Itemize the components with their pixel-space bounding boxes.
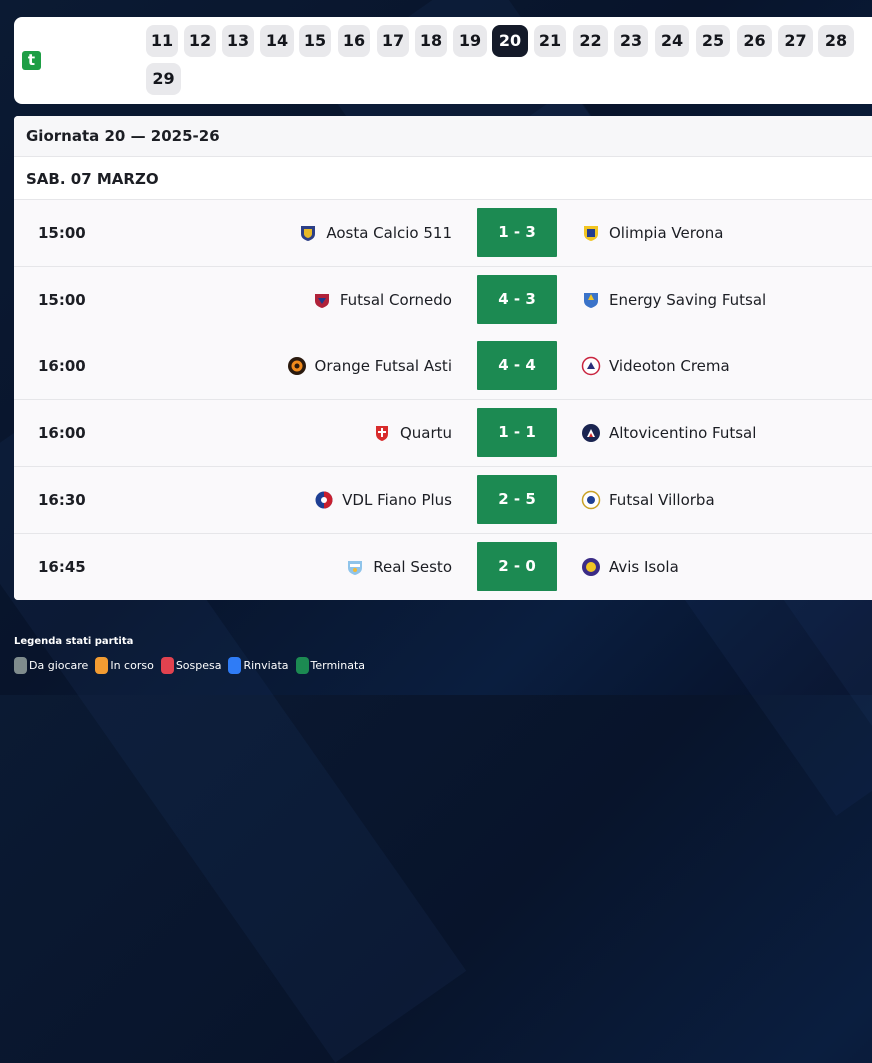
score-badge[interactable]: 2 - 0 (477, 541, 557, 591)
away-team-name: Energy Saving Futsal (609, 290, 767, 309)
match-time: 16:00 (38, 424, 86, 443)
home-team-name: VDL Fiano Plus (342, 490, 452, 509)
match-time: 16:45 (38, 557, 86, 576)
round-button-29[interactable]: 29 (146, 63, 181, 95)
legend-label: Rinviata (243, 659, 289, 672)
round-button-25[interactable]: 25 (696, 25, 730, 57)
score-badge[interactable]: 4 - 4 (477, 341, 557, 391)
status-color-icon (295, 657, 309, 674)
away-team-name: Altovicentino Futsal (609, 424, 757, 443)
home-team-name: Futsal Cornedo (339, 290, 452, 309)
match-row[interactable]: 15:00 Futsal Cornedo 4 - 3 Energy Saving Fu… (14, 266, 872, 334)
round-button-15[interactable]: 15 (299, 25, 331, 57)
legend-label: Da giocare (29, 659, 89, 672)
page-title: Giornata 20 — 2025-26 (14, 116, 872, 157)
away-team[interactable]: Energy Saving Futsal (581, 267, 766, 333)
home-team-crest-icon (312, 290, 332, 310)
away-team[interactable]: Avis Isola (581, 534, 679, 600)
away-team-name: Futsal Villorba (609, 490, 715, 509)
round-button-13[interactable]: 13 (222, 25, 254, 57)
round-button-27[interactable]: 27 (778, 25, 813, 57)
score-badge[interactable]: 1 - 1 (477, 408, 557, 458)
match-row[interactable]: 16:00 Quartu 1 - 1 Altovicentino Futsal (14, 400, 872, 468)
round-button-16[interactable]: 16 (338, 25, 370, 57)
away-team[interactable]: Videoton Crema (581, 333, 730, 399)
match-date: SAB. 07 MARZO (14, 158, 872, 200)
match-time: 15:00 (38, 224, 86, 242)
home-team-crest-icon (372, 423, 392, 443)
round-button-22[interactable]: 22 (573, 25, 608, 57)
legend-label: Sospesa (175, 659, 222, 672)
score-badge[interactable]: 4 - 3 (477, 274, 557, 324)
away-team-crest-icon (581, 290, 601, 310)
status-color-icon (95, 657, 109, 674)
legend-item: Terminata (295, 657, 365, 674)
match-time: 15:00 (38, 290, 86, 309)
away-team[interactable]: Futsal Villorba (581, 467, 715, 533)
home-team-crest-icon (287, 356, 307, 376)
home-team[interactable]: Quartu (372, 400, 452, 466)
legend-item: In corso (95, 657, 154, 674)
round-button-24[interactable]: 24 (655, 25, 689, 57)
score-badge[interactable]: 2 - 5 (477, 474, 557, 524)
status-color-icon (160, 657, 174, 674)
home-team-name: Quartu (399, 424, 452, 443)
round-button-11[interactable]: 11 (146, 25, 178, 57)
round-button-18[interactable]: 18 (415, 25, 447, 57)
away-team-crest-icon (581, 423, 601, 443)
away-team-name: Videoton Crema (609, 357, 730, 376)
away-team-crest-icon (581, 557, 601, 577)
match-time: 16:00 (38, 357, 86, 376)
legend-label: Terminata (310, 659, 365, 672)
round-button-14[interactable]: 14 (260, 25, 294, 57)
home-team-name: Real Sesto (373, 557, 452, 576)
round-button-28[interactable]: 28 (818, 25, 854, 57)
legend-item: Rinviata (228, 657, 289, 674)
brand-logo[interactable]: t (22, 51, 41, 70)
round-button-21[interactable]: 21 (534, 25, 566, 57)
round-button-12[interactable]: 12 (184, 25, 216, 57)
legend-label: In corso (110, 659, 154, 672)
home-team-crest-icon (345, 557, 365, 577)
match-time: 16:30 (38, 490, 86, 509)
status-legend: Da giocare In corso Sospesa Rinviata Termina… (14, 657, 365, 674)
legend-item: Sospesa (160, 657, 222, 674)
legend-title: Legenda stati partita (14, 636, 134, 647)
away-team-name: Olimpia Verona (609, 224, 724, 242)
match-row[interactable]: 16:00 Orange Futsal Asti 4 - 4 Videoton Cre… (14, 333, 872, 401)
status-color-icon (14, 657, 27, 674)
home-team-name: Orange Futsal Asti (314, 357, 452, 376)
matchday-panel: Giornata 20 — 2025-26 SAB. 07 MARZO 15:0… (14, 116, 872, 600)
round-button-23[interactable]: 23 (614, 25, 648, 57)
round-button-17[interactable]: 17 (377, 25, 409, 57)
away-team-name: Avis Isola (609, 557, 679, 576)
legend-item: Da giocare (14, 657, 88, 674)
home-team[interactable]: Orange Futsal Asti (287, 333, 452, 399)
away-team-crest-icon (581, 490, 601, 510)
away-team-crest-icon (581, 223, 601, 243)
home-team-name: Aosta Calcio 511 (326, 224, 452, 242)
home-team-crest-icon (314, 490, 334, 510)
home-team-crest-icon (298, 223, 318, 243)
score-badge[interactable]: 1 - 3 (477, 208, 557, 257)
round-button-20[interactable]: 20 (492, 25, 528, 57)
home-team[interactable]: Futsal Cornedo (312, 267, 452, 333)
round-button-19[interactable]: 19 (453, 25, 487, 57)
away-team[interactable]: Olimpia Verona (581, 200, 723, 266)
home-team[interactable]: VDL Fiano Plus (314, 467, 452, 533)
match-row[interactable]: 16:30 VDL Fiano Plus 2 - 5 Futsal Villorba (14, 466, 872, 534)
away-team-crest-icon (581, 356, 601, 376)
home-team[interactable]: Real Sesto (345, 534, 452, 600)
away-team[interactable]: Altovicentino Futsal (581, 400, 756, 466)
home-team[interactable]: Aosta Calcio 511 (298, 200, 452, 266)
round-selector: t 11 12 13 14 15 16 17 18 19 20 21 22 23 24 25 26 27 28 29 (14, 17, 872, 104)
round-button-26[interactable]: 26 (737, 25, 772, 57)
match-row[interactable]: 16:45 Real Sesto 2 - 0 Avis Isola (14, 533, 872, 600)
match-row[interactable]: 15:00 Aosta Calcio 511 1 - 3 Olimpia Verona (14, 200, 872, 267)
status-color-icon (228, 657, 242, 674)
